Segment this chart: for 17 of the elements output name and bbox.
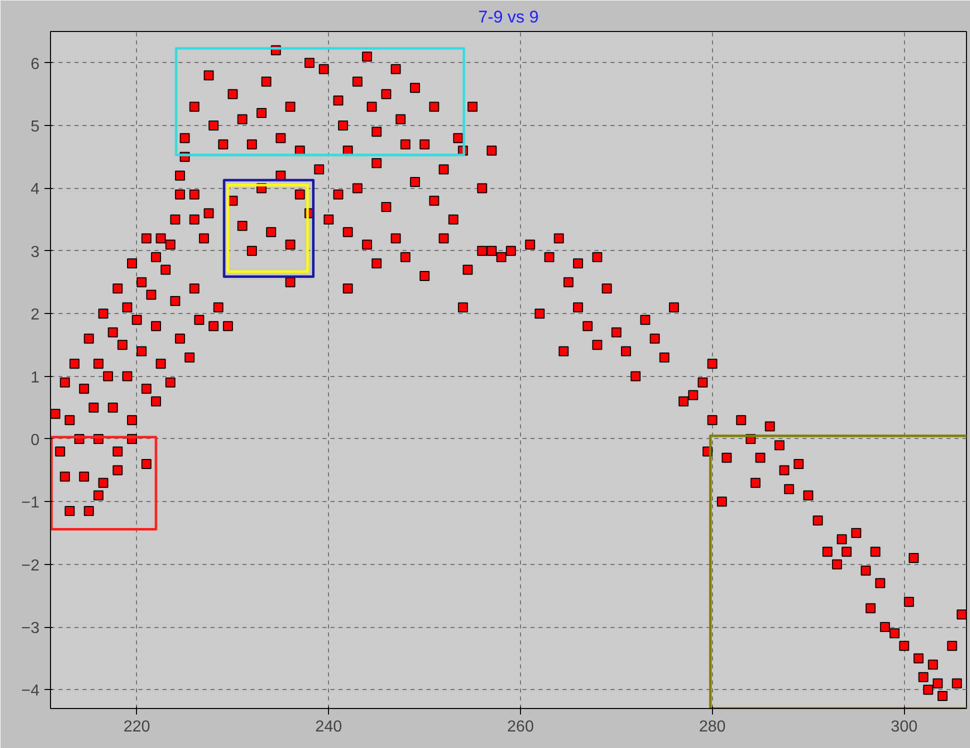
y-tick-label: 4 [30,181,40,198]
x-tick-label: 260 [507,718,534,736]
x-tick-label: 300 [890,718,918,736]
y-tick-label: −4 [21,682,40,700]
y-tick-label: 2 [30,306,40,324]
y-tick-label: 1 [30,369,40,386]
y-tick-label: −3 [21,620,40,638]
y-tick-label: 6 [30,56,40,73]
chart-title: 7-9 vs 9 [478,8,539,26]
x-tick-label: 280 [698,718,726,736]
y-tick-label: 3 [30,244,40,261]
y-tick-label: 0 [30,432,40,449]
y-tick-label: −2 [21,557,40,574]
x-tick-label: 220 [123,718,150,736]
y-tick-label: −1 [21,494,40,512]
y-tick-label: 5 [30,118,40,136]
x-tick-label: 240 [315,718,342,736]
